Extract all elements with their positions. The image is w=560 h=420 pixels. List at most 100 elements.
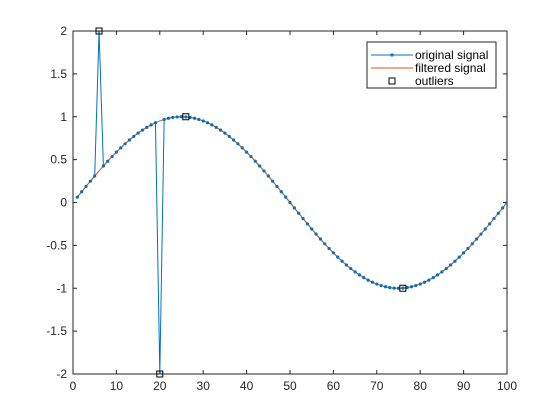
- y-tick-label: -2: [56, 367, 67, 381]
- original-signal-point: [205, 121, 210, 125]
- original-signal-point: [427, 278, 431, 282]
- legend-label-filtered: filtered signal: [415, 61, 486, 75]
- legend-label-original: original signal: [415, 48, 488, 62]
- x-tick-label: 30: [197, 379, 211, 393]
- original-signal-point: [422, 280, 427, 284]
- original-signal-point: [171, 115, 175, 120]
- original-signal-point: [409, 285, 414, 289]
- original-signal-point: [318, 237, 322, 241]
- original-signal-point: [492, 216, 496, 221]
- original-signal-point: [314, 232, 318, 236]
- original-signal-point: [388, 285, 392, 290]
- original-signal-point: [236, 142, 240, 146]
- original-signal-point: [110, 154, 114, 159]
- ticks: [72, 30, 508, 375]
- original-signal-point: [379, 283, 383, 288]
- original-signal-point: [418, 282, 422, 286]
- original-signal-point: [435, 273, 440, 277]
- original-signal-point: [184, 115, 188, 119]
- original-signal-point: [440, 270, 444, 274]
- original-signal-point: [106, 159, 110, 163]
- x-tick-label: 50: [283, 379, 297, 393]
- original-signal-point: [192, 116, 197, 120]
- original-signal-point: [231, 138, 236, 142]
- original-signal-point: [279, 190, 283, 194]
- original-signal-point: [197, 117, 201, 122]
- outlier-marker: [182, 113, 190, 121]
- original-signal-point: [505, 200, 507, 205]
- original-signal-point: [331, 251, 335, 255]
- y-tick-label: 1: [60, 110, 67, 124]
- original-signal-point: [431, 276, 435, 280]
- original-signal-point: [271, 179, 275, 183]
- original-signal-point: [453, 259, 457, 263]
- original-signal-point: [253, 159, 257, 163]
- y-tick-label: -1.5: [46, 324, 67, 338]
- outlier-marker: [156, 370, 164, 378]
- original-signal-point: [258, 164, 262, 168]
- y-tick-label: 2: [60, 24, 67, 38]
- original-signal-point: [344, 263, 349, 267]
- original-signal-point: [349, 266, 353, 271]
- original-signal-point: [310, 227, 314, 231]
- original-signal-point: [353, 270, 357, 274]
- original-signal-point: [149, 123, 153, 127]
- original-signal-point: [457, 255, 461, 259]
- x-tick-label: 40: [240, 379, 254, 393]
- original-signal-point: [401, 286, 405, 290]
- original-signal-point: [127, 138, 132, 142]
- original-signal-point: [240, 146, 244, 150]
- original-signal-point: [444, 266, 448, 271]
- original-signal-point: [84, 184, 88, 189]
- original-signal-point: [179, 115, 184, 119]
- original-signal-point: [323, 242, 327, 246]
- x-tick-label: 100: [497, 379, 517, 393]
- original-signal-point: [305, 222, 309, 226]
- original-signal-point: [414, 283, 418, 288]
- original-signal-point: [188, 115, 192, 120]
- original-signal-point: [297, 211, 301, 215]
- x-tick-label: 20: [153, 379, 167, 393]
- x-tick-label: 70: [370, 379, 384, 393]
- tick-labels: 0 10 20 30 40 50 60 70 80 90 100 -2 -1.5 -1 -0.5 0 0.5 1 1…: [46, 24, 517, 393]
- original-signal-point: [362, 276, 366, 280]
- original-signal-point: [327, 246, 331, 251]
- y-tick-label: -0.5: [46, 238, 67, 252]
- original-signal-point: [405, 285, 409, 290]
- original-signal-point: [114, 150, 118, 154]
- original-signal-point: [392, 286, 396, 290]
- original-signal-point: [158, 372, 162, 374]
- original-signal-point: [357, 273, 362, 277]
- original-signal-point: [336, 255, 340, 259]
- original-signal-point: [470, 242, 474, 246]
- original-signal-point: [140, 128, 145, 132]
- original-signal-point: [483, 227, 487, 231]
- original-signal-point: [266, 174, 270, 178]
- original-signal-point: [97, 31, 101, 33]
- original-signal-point: [488, 222, 492, 226]
- original-signal-point: [340, 259, 344, 263]
- original-signal-point: [370, 280, 375, 284]
- original-signal-point: [175, 115, 179, 119]
- original-signal-point: [448, 263, 453, 267]
- original-signal-point: [249, 154, 253, 159]
- original-signal-point: [284, 195, 288, 199]
- legend-marker-original: [390, 53, 394, 57]
- original-signal-point: [136, 131, 140, 135]
- x-tick-label: 90: [457, 379, 471, 393]
- original-signal-point: [462, 251, 466, 255]
- original-signal-point: [466, 246, 470, 251]
- series-group: [75, 31, 507, 374]
- original-signal-point: [153, 121, 158, 125]
- original-signal-point: [245, 150, 249, 154]
- x-tick-label: 0: [70, 379, 77, 393]
- original-signal-point: [210, 123, 214, 127]
- y-tick-label: 0.5: [50, 153, 67, 167]
- series-layer: [75, 27, 507, 378]
- original-signal-point: [75, 195, 79, 199]
- original-signal-point: [227, 134, 231, 139]
- original-signal-point: [80, 190, 84, 194]
- original-signal-point: [496, 211, 500, 215]
